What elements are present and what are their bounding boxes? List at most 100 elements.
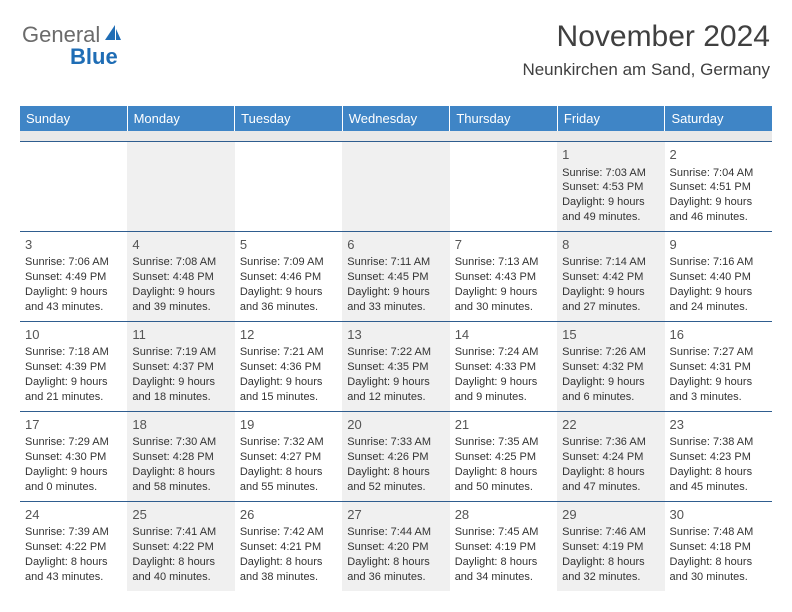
day-info-line: Sunrise: 7:04 AM <box>670 166 767 181</box>
day-info-line: Sunset: 4:42 PM <box>562 270 659 285</box>
day-info-line: and 58 minutes. <box>132 480 229 495</box>
day-info-line: Daylight: 8 hours <box>670 465 767 480</box>
day-info-line: and 9 minutes. <box>455 390 552 405</box>
day-number: 16 <box>670 326 767 344</box>
day-number: 30 <box>670 506 767 524</box>
day-info-line: Daylight: 9 hours <box>240 285 337 300</box>
day-info-line: and 36 minutes. <box>347 570 444 585</box>
calendar-header-cell: Tuesday <box>235 106 343 131</box>
day-info-line: Sunrise: 7:11 AM <box>347 255 444 270</box>
day-number: 11 <box>132 326 229 344</box>
day-info-line: Sunrise: 7:39 AM <box>25 525 122 540</box>
day-info-line: Daylight: 8 hours <box>132 465 229 480</box>
calendar-day-cell: 15Sunrise: 7:26 AMSunset: 4:32 PMDayligh… <box>557 322 664 411</box>
day-info-line: Sunrise: 7:46 AM <box>562 525 659 540</box>
calendar-week-row: 24Sunrise: 7:39 AMSunset: 4:22 PMDayligh… <box>20 501 772 591</box>
day-info-line: Daylight: 8 hours <box>132 555 229 570</box>
day-info-line: Daylight: 9 hours <box>132 285 229 300</box>
calendar-day-cell: 3Sunrise: 7:06 AMSunset: 4:49 PMDaylight… <box>20 232 127 321</box>
day-info-line: Daylight: 8 hours <box>670 555 767 570</box>
day-info-line: and 34 minutes. <box>455 570 552 585</box>
calendar-day-cell: 19Sunrise: 7:32 AMSunset: 4:27 PMDayligh… <box>235 412 342 501</box>
day-info-line: Daylight: 9 hours <box>562 285 659 300</box>
calendar-day-cell: 4Sunrise: 7:08 AMSunset: 4:48 PMDaylight… <box>127 232 234 321</box>
day-info-line: Sunset: 4:37 PM <box>132 360 229 375</box>
calendar-day-cell: 24Sunrise: 7:39 AMSunset: 4:22 PMDayligh… <box>20 502 127 591</box>
calendar-header-cell: Thursday <box>450 106 558 131</box>
day-number: 19 <box>240 416 337 434</box>
day-info-line: and 43 minutes. <box>25 300 122 315</box>
day-number: 27 <box>347 506 444 524</box>
calendar-day-cell: 12Sunrise: 7:21 AMSunset: 4:36 PMDayligh… <box>235 322 342 411</box>
day-info-line: Daylight: 9 hours <box>670 285 767 300</box>
day-info-line: and 30 minutes. <box>670 570 767 585</box>
day-number: 9 <box>670 236 767 254</box>
day-info-line: Daylight: 9 hours <box>670 195 767 210</box>
calendar-day-cell: 13Sunrise: 7:22 AMSunset: 4:35 PMDayligh… <box>342 322 449 411</box>
day-info-line: Sunset: 4:45 PM <box>347 270 444 285</box>
day-info-line: Sunrise: 7:48 AM <box>670 525 767 540</box>
day-info-line: and 21 minutes. <box>25 390 122 405</box>
day-info-line: Sunset: 4:19 PM <box>455 540 552 555</box>
day-info-line: Sunrise: 7:32 AM <box>240 435 337 450</box>
day-number: 6 <box>347 236 444 254</box>
day-info-line: Sunset: 4:22 PM <box>25 540 122 555</box>
day-info-line: and 46 minutes. <box>670 210 767 225</box>
calendar-day-cell <box>342 142 449 231</box>
day-number: 20 <box>347 416 444 434</box>
calendar-day-cell: 29Sunrise: 7:46 AMSunset: 4:19 PMDayligh… <box>557 502 664 591</box>
day-info-line: Daylight: 8 hours <box>25 555 122 570</box>
calendar-grid: SundayMondayTuesdayWednesdayThursdayFrid… <box>20 106 772 591</box>
day-number: 17 <box>25 416 122 434</box>
day-info-line: Daylight: 8 hours <box>455 465 552 480</box>
title-block: November 2024 Neunkirchen am Sand, Germa… <box>522 20 770 80</box>
calendar-subheader-strip <box>20 131 772 141</box>
day-info-line: Sunrise: 7:42 AM <box>240 525 337 540</box>
calendar-header-cell: Wednesday <box>343 106 451 131</box>
day-info-line: Sunrise: 7:30 AM <box>132 435 229 450</box>
calendar-day-cell: 17Sunrise: 7:29 AMSunset: 4:30 PMDayligh… <box>20 412 127 501</box>
calendar-weeks: 1Sunrise: 7:03 AMSunset: 4:53 PMDaylight… <box>20 141 772 591</box>
day-info-line: Sunset: 4:49 PM <box>25 270 122 285</box>
day-info-line: Sunset: 4:46 PM <box>240 270 337 285</box>
day-number: 1 <box>562 146 659 164</box>
day-info-line: and 6 minutes. <box>562 390 659 405</box>
calendar-header-cell: Friday <box>558 106 666 131</box>
day-info-line: Sunrise: 7:22 AM <box>347 345 444 360</box>
day-number: 10 <box>25 326 122 344</box>
day-number: 13 <box>347 326 444 344</box>
calendar-day-cell <box>235 142 342 231</box>
day-info-line: Daylight: 8 hours <box>562 555 659 570</box>
day-info-line: Sunrise: 7:38 AM <box>670 435 767 450</box>
day-number: 4 <box>132 236 229 254</box>
calendar-day-cell: 28Sunrise: 7:45 AMSunset: 4:19 PMDayligh… <box>450 502 557 591</box>
calendar-day-cell: 22Sunrise: 7:36 AMSunset: 4:24 PMDayligh… <box>557 412 664 501</box>
calendar-header-row: SundayMondayTuesdayWednesdayThursdayFrid… <box>20 106 772 131</box>
calendar-week-row: 10Sunrise: 7:18 AMSunset: 4:39 PMDayligh… <box>20 321 772 411</box>
day-info-line: Sunset: 4:35 PM <box>347 360 444 375</box>
day-info-line: Sunset: 4:24 PM <box>562 450 659 465</box>
calendar-day-cell: 25Sunrise: 7:41 AMSunset: 4:22 PMDayligh… <box>127 502 234 591</box>
day-number: 12 <box>240 326 337 344</box>
day-info-line: and 45 minutes. <box>670 480 767 495</box>
day-number: 25 <box>132 506 229 524</box>
calendar-day-cell: 6Sunrise: 7:11 AMSunset: 4:45 PMDaylight… <box>342 232 449 321</box>
day-info-line: Daylight: 9 hours <box>670 375 767 390</box>
day-info-line: Sunrise: 7:41 AM <box>132 525 229 540</box>
day-info-line: and 47 minutes. <box>562 480 659 495</box>
day-number: 14 <box>455 326 552 344</box>
day-info-line: Daylight: 8 hours <box>347 465 444 480</box>
day-number: 22 <box>562 416 659 434</box>
day-info-line: and 24 minutes. <box>670 300 767 315</box>
day-info-line: Sunset: 4:19 PM <box>562 540 659 555</box>
day-info-line: Daylight: 9 hours <box>347 285 444 300</box>
day-number: 5 <box>240 236 337 254</box>
day-info-line: Sunset: 4:18 PM <box>670 540 767 555</box>
calendar-day-cell <box>20 142 127 231</box>
calendar-week-row: 1Sunrise: 7:03 AMSunset: 4:53 PMDaylight… <box>20 141 772 231</box>
day-number: 15 <box>562 326 659 344</box>
day-info-line: Sunset: 4:30 PM <box>25 450 122 465</box>
day-info-line: Sunset: 4:51 PM <box>670 180 767 195</box>
calendar-day-cell: 26Sunrise: 7:42 AMSunset: 4:21 PMDayligh… <box>235 502 342 591</box>
day-info-line: Sunset: 4:23 PM <box>670 450 767 465</box>
